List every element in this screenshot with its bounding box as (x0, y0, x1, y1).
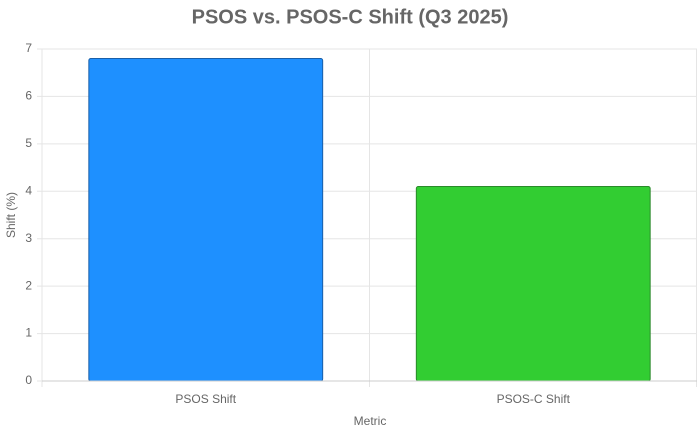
y-tick-label: 6 (25, 89, 32, 103)
y-tick-label: 4 (25, 183, 32, 197)
x-tick-label: PSOS Shift (175, 392, 236, 406)
y-tick-label: 1 (25, 326, 32, 340)
y-tick-label: 2 (25, 278, 32, 292)
y-axis-label: Shift (%) (4, 192, 18, 238)
bar (415, 186, 651, 382)
x-tick-label: PSOS-C Shift (497, 392, 571, 406)
bar (88, 57, 324, 382)
y-tick-label: 3 (25, 231, 32, 245)
y-tick-label: 0 (25, 373, 32, 387)
y-tick-label: 5 (25, 136, 32, 150)
y-tick-label: 7 (25, 41, 32, 55)
x-axis-label: Metric (354, 414, 387, 428)
chart-title: PSOS vs. PSOS-C Shift (Q3 2025) (192, 6, 509, 28)
